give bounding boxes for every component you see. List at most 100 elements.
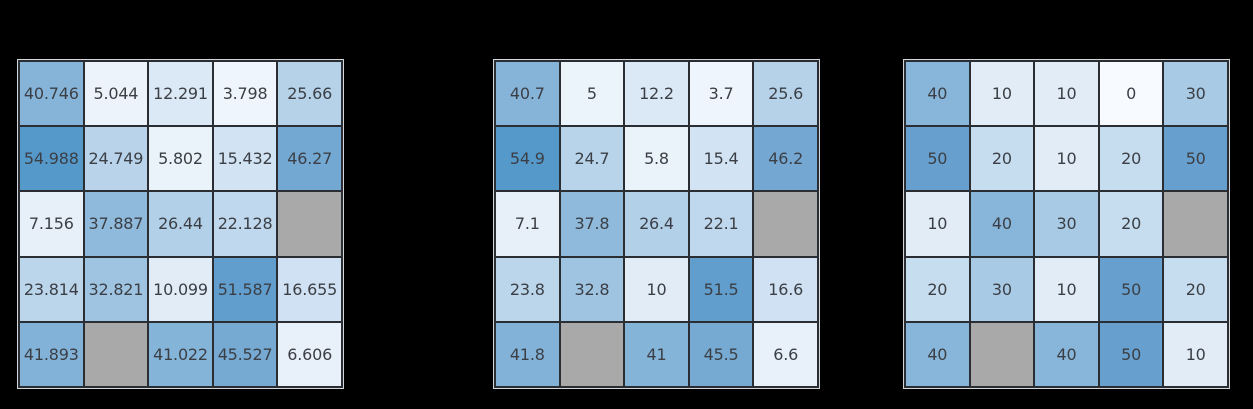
heatmap-cell: 3.798: [213, 62, 277, 126]
cell-value: 10: [646, 279, 667, 299]
heatmap-cell: 51.5: [689, 257, 753, 321]
cell-value: 50: [927, 149, 948, 169]
heatmap-rounded-tens: 40 10 10 0 30 50 20 10 20 50 10 40 30 20 20 30 10 50 20 40 4…: [903, 59, 1230, 389]
cell-value: 5.044: [93, 84, 139, 104]
cell-value: 30: [1185, 84, 1206, 104]
heatmap-cell: 20: [1164, 257, 1227, 321]
cell-value: 15.432: [217, 149, 273, 169]
heatmap-cell: 40.746: [20, 62, 83, 126]
cell-value: 20: [1121, 149, 1142, 169]
cell-value: 3.798: [222, 84, 268, 104]
heatmap-cell: 46.2: [754, 127, 817, 191]
heatmap-cell: 41.022: [149, 322, 212, 386]
cell-value: 23.814: [23, 279, 79, 299]
heatmap-cell: 10.099: [149, 257, 212, 321]
cell-value: 32.8: [574, 279, 610, 299]
heatmap-cell-nan: [84, 322, 148, 386]
cell-value: 10: [1056, 279, 1077, 299]
cell-value: 51.5: [703, 279, 739, 299]
heatmap-cell: 41.8: [496, 322, 559, 386]
heatmap-cell: 5.8: [625, 127, 688, 191]
cell-value: 54.988: [23, 149, 79, 169]
cell-value: 32.821: [88, 279, 144, 299]
heatmap-cell: 51.587: [213, 257, 277, 321]
heatmap-cell: 32.821: [84, 257, 148, 321]
heatmap-cell: 30: [1035, 192, 1098, 256]
heatmap-cell: 5.044: [84, 62, 148, 126]
cell-value: 5.8: [644, 149, 669, 169]
heatmap-cell-nan: [754, 192, 817, 256]
heatmap-cell: 45.527: [213, 322, 277, 386]
heatmap-cell: 0: [1099, 62, 1163, 126]
cell-value: 20: [1185, 279, 1206, 299]
cell-value: 7.156: [28, 214, 74, 234]
cell-value: 16.655: [282, 279, 338, 299]
heatmap-cell: 40: [906, 322, 969, 386]
heatmap-cell: 16.655: [278, 257, 341, 321]
heatmap-cell: 20: [1099, 192, 1163, 256]
heatmap-cell: 24.7: [560, 127, 624, 191]
cell-value: 20: [1121, 214, 1142, 234]
heatmap-cell: 10: [906, 192, 969, 256]
cell-value: 41.022: [153, 344, 208, 364]
cell-value: 10: [927, 214, 948, 234]
cell-value: 7.1: [514, 214, 540, 234]
heatmap-cell: 37.887: [84, 192, 148, 256]
cell-value: 40.7: [509, 84, 545, 104]
heatmap-cell-nan: [560, 322, 624, 386]
cell-value: 3.7: [708, 84, 734, 104]
heatmap-cell: 40: [1035, 322, 1098, 386]
heatmap-cell: 40: [906, 62, 969, 126]
cell-value: 54.9: [509, 149, 545, 169]
cell-value: 6.606: [287, 344, 333, 364]
cell-value: 30: [991, 279, 1012, 299]
heatmap-cell: 7.1: [496, 192, 559, 256]
cell-value: 22.128: [217, 214, 273, 234]
heatmap-cell: 25.66: [278, 62, 341, 126]
cell-value: 22.1: [703, 214, 739, 234]
heatmap-cell: 54.988: [20, 127, 83, 191]
heatmap-cell: 10: [1035, 127, 1098, 191]
heatmap-cell: 54.9: [496, 127, 559, 191]
cell-value: 10: [991, 84, 1012, 104]
heatmap-cell: 6.606: [278, 322, 341, 386]
heatmap-cell: 23.8: [496, 257, 559, 321]
heatmap-cell: 45.5: [689, 322, 753, 386]
heatmap-cell-nan: [1164, 192, 1227, 256]
cell-value: 41.8: [509, 344, 545, 364]
heatmap-cell: 40: [970, 192, 1034, 256]
heatmap-cell: 10: [1035, 257, 1098, 321]
cell-value: 12.2: [639, 84, 674, 104]
heatmap-cell: 40.7: [496, 62, 559, 126]
heatmap-cell: 41: [625, 322, 688, 386]
heatmap-cell: 16.6: [754, 257, 817, 321]
cell-value: 40: [991, 214, 1012, 234]
cell-value: 0: [1126, 84, 1137, 104]
cell-value: 46.27: [287, 149, 333, 169]
cell-value: 45.5: [703, 344, 739, 364]
heatmap-cell: 10: [1164, 322, 1227, 386]
heatmap-cell: 50: [906, 127, 969, 191]
heatmap-cell: 24.749: [84, 127, 148, 191]
cell-value: 37.887: [88, 214, 144, 234]
cell-value: 46.2: [768, 149, 804, 169]
cell-value: 6.6: [773, 344, 799, 364]
heatmap-cell-nan: [278, 192, 341, 256]
cell-value: 40: [1056, 344, 1077, 364]
cell-value: 23.8: [509, 279, 545, 299]
cell-value: 26.4: [639, 214, 674, 234]
cell-value: 25.66: [287, 84, 333, 104]
cell-value: 41.893: [23, 344, 79, 364]
cell-value: 30: [1056, 214, 1077, 234]
heatmap-cell: 22.128: [213, 192, 277, 256]
heatmap-cell: 3.7: [689, 62, 753, 126]
cell-value: 24.749: [88, 149, 144, 169]
cell-value: 50: [1121, 344, 1142, 364]
heatmap-raw: 40.746 5.044 12.291 3.798 25.66 54.988 24.749 5…: [17, 59, 344, 389]
cell-value: 10: [1056, 149, 1077, 169]
heatmap-cell: 41.893: [20, 322, 83, 386]
cell-value: 10: [1185, 344, 1206, 364]
heatmap-cell: 5.802: [149, 127, 212, 191]
cell-value: 40: [927, 344, 948, 364]
heatmap-cell: 30: [970, 257, 1034, 321]
